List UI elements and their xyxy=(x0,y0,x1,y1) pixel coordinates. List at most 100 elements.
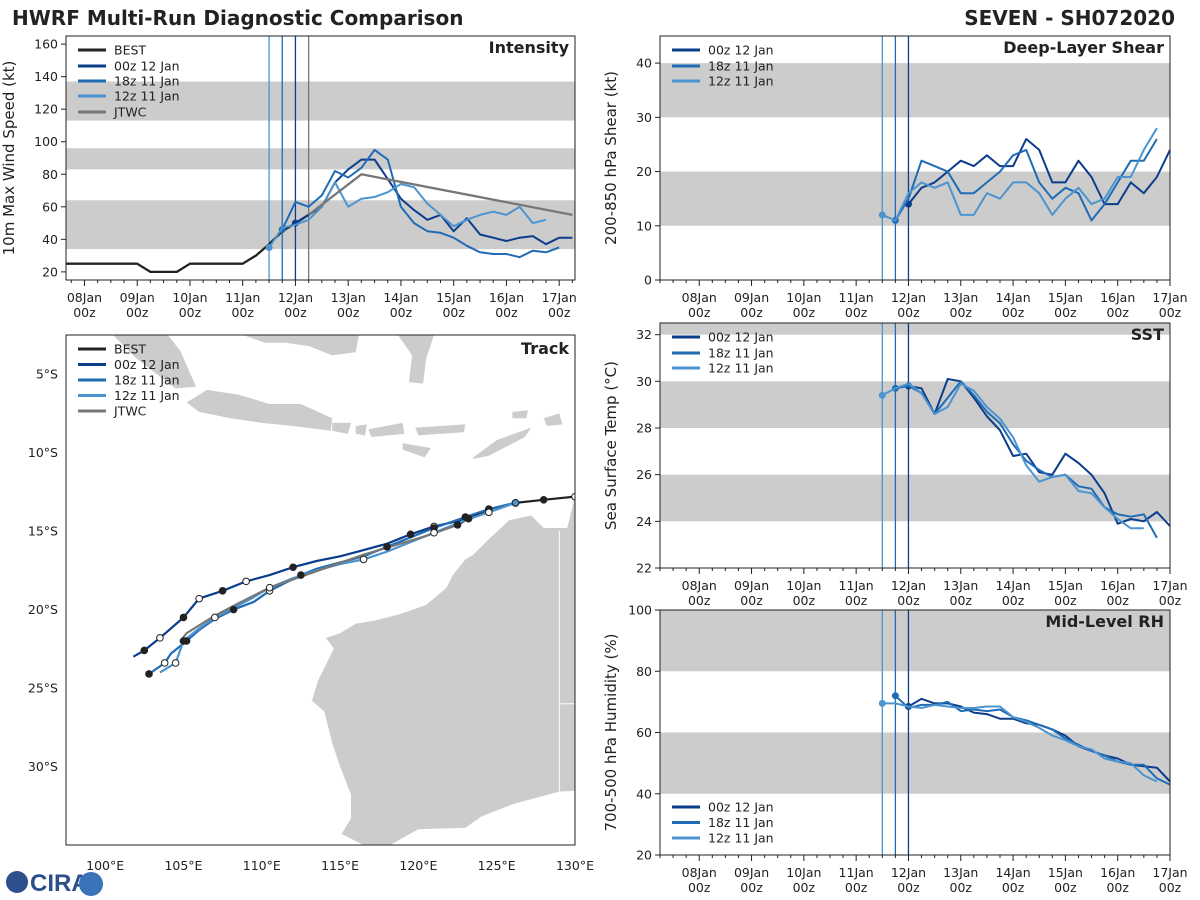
xtick-day-intensity-4: 12Jan xyxy=(278,290,313,305)
series-rh-2 xyxy=(882,702,1158,783)
xtick-day-intensity-2: 10Jan xyxy=(172,290,207,305)
xtick-day-rh-3: 11Jan xyxy=(839,865,874,880)
ylabel-shear: 200-850 hPa Shear (kt) xyxy=(602,71,620,245)
xtick-hour-rh-3: 00z xyxy=(845,880,868,895)
ylabel-sst: Sea Surface Temp (°C) xyxy=(602,361,620,530)
track-point-1-9 xyxy=(242,577,250,586)
band-intensity-2 xyxy=(66,81,575,121)
series-sst-0 xyxy=(908,378,1171,527)
small-island-landmass xyxy=(543,413,563,426)
xtick-day-intensity-0: 08Jan xyxy=(67,290,102,305)
xtick-hour-sst-2: 00z xyxy=(793,593,816,608)
landmass-layer xyxy=(66,335,575,845)
xtick-day-shear-0: 08Jan xyxy=(682,290,717,305)
xtick-hour-rh-4: 00z xyxy=(897,880,920,895)
storm-id: SEVEN - SH072020 xyxy=(964,6,1175,30)
xtick-day-rh-9: 17Jan xyxy=(1152,865,1187,880)
track-point-1-15 xyxy=(140,646,149,655)
frame-track xyxy=(65,334,576,846)
lat-label-4: 25°S xyxy=(28,681,58,696)
band-shear-1 xyxy=(660,63,1170,118)
partner-logo-icon xyxy=(79,872,103,896)
track-point-1-2 xyxy=(406,530,415,539)
ytick-label-intensity-3: 80 xyxy=(42,167,58,182)
xtick-hour-sst-4: 00z xyxy=(897,593,920,608)
xtick-day-intensity-8: 16Jan xyxy=(489,290,524,305)
xtick-hour-sst-1: 00z xyxy=(740,593,763,608)
xtick-day-rh-7: 15Jan xyxy=(1048,865,1083,880)
track-point-1-12 xyxy=(179,613,188,622)
lon-label-1: 105°E xyxy=(164,858,202,873)
legend-label-track-1: 00z 12 Jan xyxy=(114,357,180,372)
figure-title: HWRF Multi-Run Diagnostic Comparison xyxy=(12,6,463,30)
series-shear-1 xyxy=(894,138,1158,222)
australia-landmass xyxy=(311,496,575,845)
ytick-label-intensity-5: 120 xyxy=(34,102,58,117)
xtick-hour-shear-9: 00z xyxy=(1159,305,1182,320)
xtick-hour-intensity-8: 00z xyxy=(495,305,518,320)
track-point-1-11 xyxy=(195,594,203,603)
xtick-hour-intensity-9: 00z xyxy=(548,305,571,320)
frame-sst xyxy=(659,322,1171,569)
xtick-hour-intensity-4: 00z xyxy=(284,305,307,320)
init-point-intensity-3 xyxy=(265,243,273,251)
ytick-label-sst-0: 22 xyxy=(636,561,652,576)
legend-label-track-0: BEST xyxy=(114,342,146,357)
series-intensity-2 xyxy=(281,148,560,259)
sumba-landmass xyxy=(402,443,431,458)
xtick-day-sst-0: 08Jan xyxy=(682,578,717,593)
lat-label-2: 15°S xyxy=(28,524,58,539)
ylabel-rh: 700-500 hPa Humidity (%) xyxy=(602,633,620,831)
xtick-day-shear-6: 14Jan xyxy=(995,290,1030,305)
xtick-hour-sst-0: 00z xyxy=(688,593,711,608)
ytick-label-sst-4: 30 xyxy=(636,374,652,389)
xtick-day-shear-2: 10Jan xyxy=(786,290,821,305)
timor-landmass xyxy=(473,427,532,459)
init-point-rh-1 xyxy=(891,692,899,700)
xtick-day-intensity-1: 09Jan xyxy=(120,290,155,305)
legend-label-intensity-4: JTWC xyxy=(113,105,147,120)
panel-title-track: Track xyxy=(521,339,569,358)
sulawesi-landmass xyxy=(398,335,434,384)
cira-globe-icon xyxy=(6,871,28,893)
lat-label-1: 10°S xyxy=(28,445,58,460)
track-1 xyxy=(132,517,469,658)
xtick-day-sst-4: 12Jan xyxy=(891,578,926,593)
xtick-day-shear-7: 15Jan xyxy=(1048,290,1083,305)
legend-label-shear-2: 12z 11 Jan xyxy=(708,74,774,89)
cira-logo-text: CIRA xyxy=(30,870,89,897)
xtick-day-intensity-5: 13Jan xyxy=(331,290,366,305)
xtick-hour-shear-6: 00z xyxy=(1002,305,1025,320)
series-intensity-3 xyxy=(268,181,547,249)
panel-intensity: 2040608010012014016008Jan00z09Jan00z10Ja… xyxy=(0,35,577,320)
flores-landmass xyxy=(415,424,466,436)
xtick-hour-shear-1: 00z xyxy=(740,305,763,320)
series-intensity-1 xyxy=(294,158,573,246)
sumbawa-landmass xyxy=(368,422,405,437)
legend-label-track-4: JTWC xyxy=(113,404,147,419)
xtick-day-sst-9: 17Jan xyxy=(1152,578,1187,593)
xtick-hour-intensity-6: 00z xyxy=(390,305,413,320)
lon-label-6: 130°E xyxy=(556,858,594,873)
ytick-label-shear-2: 20 xyxy=(636,164,652,179)
legend-label-track-3: 12z 11 Jan xyxy=(114,388,180,403)
xtick-hour-shear-5: 00z xyxy=(950,305,973,320)
track-point-3-1 xyxy=(485,508,493,517)
track-point-1-7 xyxy=(289,563,297,572)
xtick-day-sst-2: 10Jan xyxy=(786,578,821,593)
xtick-hour-intensity-2: 00z xyxy=(179,305,202,320)
band-rh-1 xyxy=(660,610,1170,672)
xtick-day-rh-8: 16Jan xyxy=(1100,865,1135,880)
legend-label-rh-2: 12z 11 Jan xyxy=(708,831,774,846)
wetar-landmass xyxy=(512,410,528,419)
xtick-day-intensity-7: 15Jan xyxy=(436,290,471,305)
xtick-day-intensity-6: 14Jan xyxy=(383,290,418,305)
legend-label-intensity-3: 12z 11 Jan xyxy=(114,89,180,104)
xtick-hour-sst-6: 00z xyxy=(1002,593,1025,608)
track-point-0-1 xyxy=(539,495,548,504)
xtick-hour-intensity-0: 00z xyxy=(73,305,96,320)
xtick-hour-intensity-7: 00z xyxy=(442,305,465,320)
ytick-label-rh-1: 40 xyxy=(636,786,652,801)
lon-label-5: 125°E xyxy=(478,858,516,873)
